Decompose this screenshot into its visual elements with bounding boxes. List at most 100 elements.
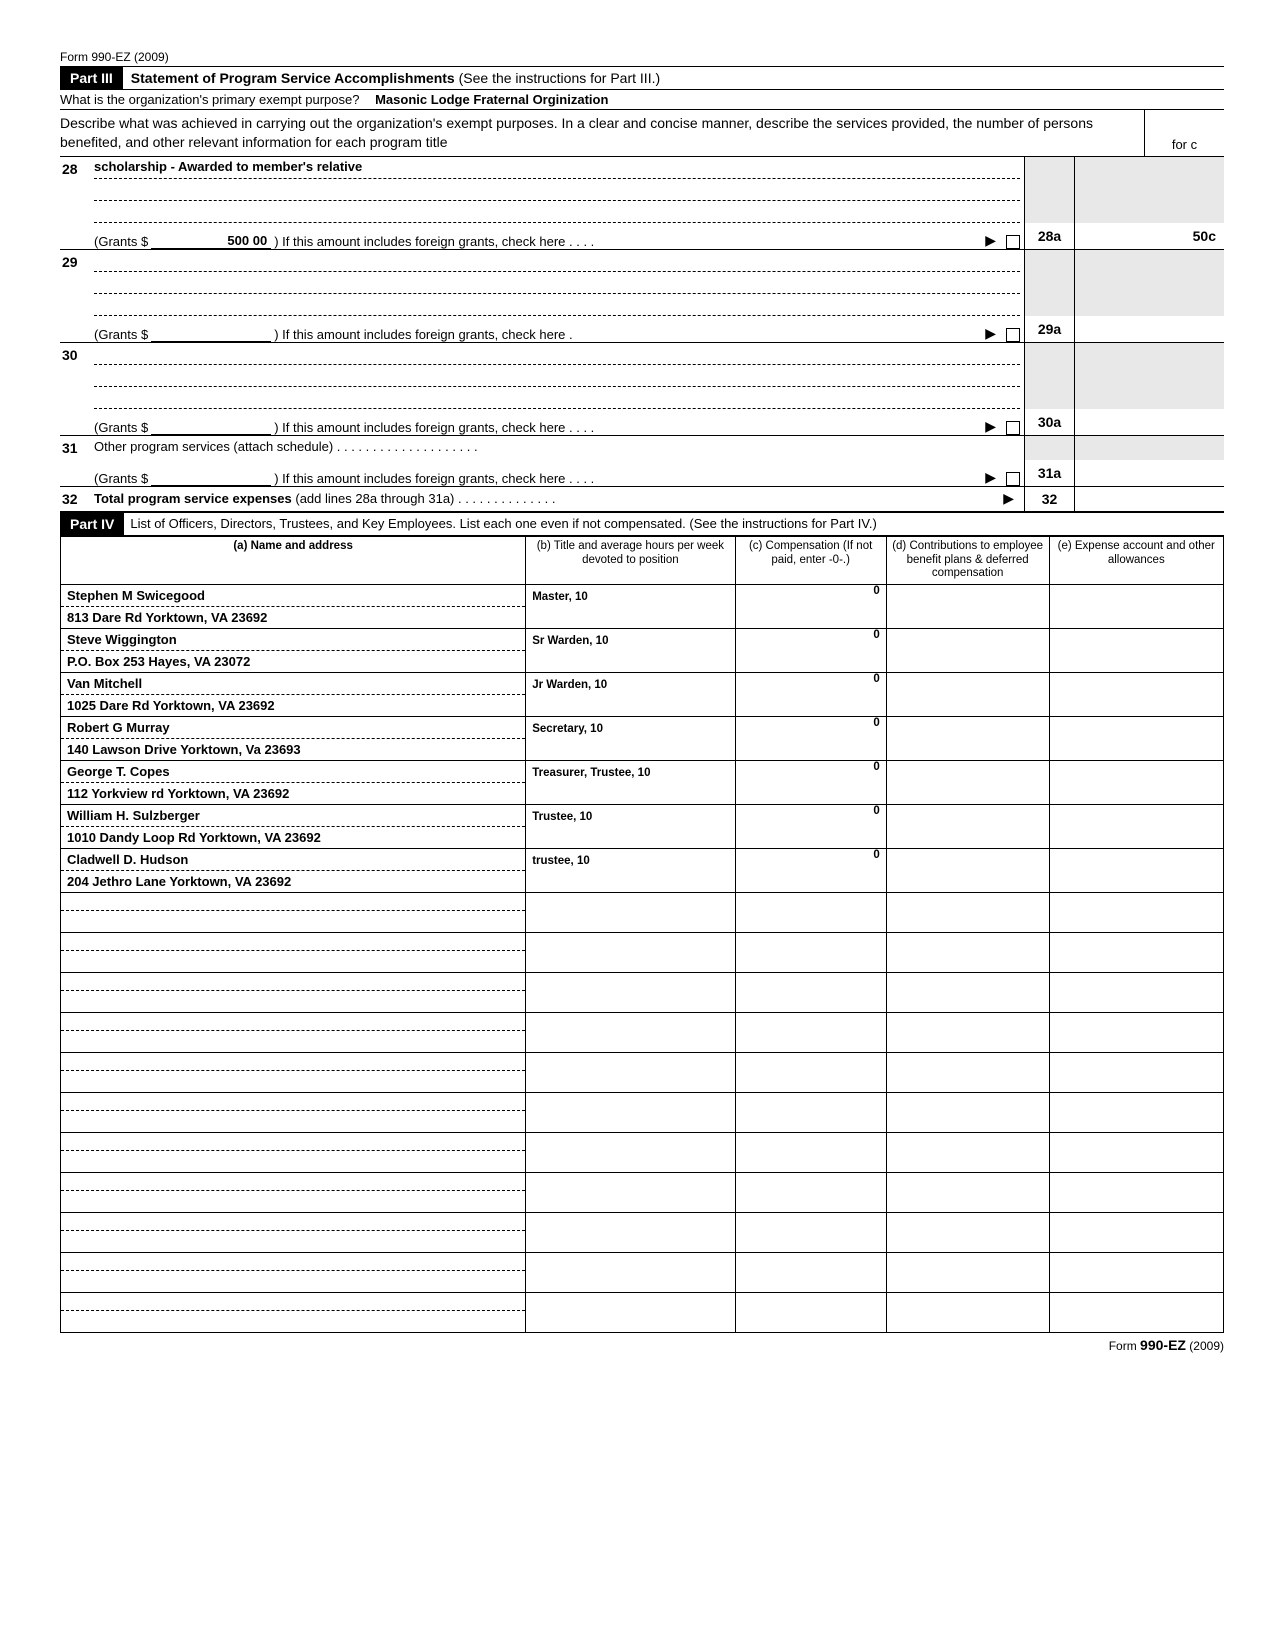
officer-expense[interactable] bbox=[1049, 1053, 1223, 1093]
foreign-grants-checkbox[interactable] bbox=[1006, 328, 1020, 342]
table-row: Robert G Murray 140 Lawson Drive Yorktow… bbox=[61, 717, 1224, 761]
line31-foreign-checkbox[interactable] bbox=[1006, 472, 1020, 486]
officer-comp[interactable] bbox=[735, 1013, 886, 1053]
officer-title[interactable] bbox=[526, 973, 735, 1013]
officer-expense[interactable] bbox=[1049, 1173, 1223, 1213]
officer-name-cell[interactable] bbox=[61, 1253, 526, 1293]
prog-desc-line3[interactable] bbox=[94, 294, 1020, 316]
officer-name-cell[interactable] bbox=[61, 1293, 526, 1333]
officer-name: Robert G Murray bbox=[61, 717, 525, 739]
officer-expense[interactable] bbox=[1049, 1013, 1223, 1053]
officer-expense[interactable] bbox=[1049, 973, 1223, 1013]
officer-title[interactable] bbox=[526, 1093, 735, 1133]
officer-name-cell[interactable] bbox=[61, 893, 526, 933]
officer-comp[interactable] bbox=[735, 1253, 886, 1293]
prog-desc-line2[interactable] bbox=[94, 365, 1020, 387]
officer-name-cell[interactable] bbox=[61, 933, 526, 973]
officer-name-cell[interactable] bbox=[61, 1093, 526, 1133]
officer-title: Trustee, 10 bbox=[526, 805, 735, 849]
officer-name-cell: Cladwell D. Hudson 204 Jethro Lane Yorkt… bbox=[61, 849, 526, 893]
officer-title[interactable] bbox=[526, 893, 735, 933]
prog-desc-line3[interactable] bbox=[94, 387, 1020, 409]
prog-code: 28a bbox=[1024, 223, 1074, 249]
prog-amount[interactable] bbox=[1074, 316, 1224, 342]
prog-code: 29a bbox=[1024, 316, 1074, 342]
officer-expense[interactable] bbox=[1049, 1213, 1223, 1253]
officer-expense bbox=[1049, 805, 1223, 849]
table-row bbox=[61, 1293, 1224, 1333]
officer-comp[interactable] bbox=[735, 1293, 886, 1333]
officer-comp[interactable] bbox=[735, 1093, 886, 1133]
grants-amount[interactable] bbox=[151, 434, 271, 435]
grants-amount[interactable]: 500 00 bbox=[151, 233, 271, 249]
line32-amount[interactable] bbox=[1074, 487, 1224, 511]
officer-contrib[interactable] bbox=[886, 1093, 1049, 1133]
prog-desc[interactable]: scholarship - Awarded to member's relati… bbox=[94, 157, 1020, 179]
officer-comp[interactable] bbox=[735, 1213, 886, 1253]
prog-desc[interactable] bbox=[94, 250, 1020, 272]
officer-name: Cladwell D. Hudson bbox=[61, 849, 525, 871]
officer-comp[interactable] bbox=[735, 933, 886, 973]
officer-expense[interactable] bbox=[1049, 893, 1223, 933]
officer-contrib[interactable] bbox=[886, 933, 1049, 973]
officer-contrib[interactable] bbox=[886, 1013, 1049, 1053]
prog-code: 30a bbox=[1024, 409, 1074, 435]
prog-desc[interactable] bbox=[94, 343, 1020, 365]
officer-name-cell: Van Mitchell 1025 Dare Rd Yorktown, VA 2… bbox=[61, 673, 526, 717]
foreign-grants-checkbox[interactable] bbox=[1006, 235, 1020, 249]
officer-name-cell[interactable] bbox=[61, 1133, 526, 1173]
officer-contrib[interactable] bbox=[886, 1053, 1049, 1093]
officer-title[interactable] bbox=[526, 1253, 735, 1293]
officer-name-cell[interactable] bbox=[61, 1053, 526, 1093]
grants-label: (Grants $ bbox=[94, 327, 148, 342]
officer-contrib[interactable] bbox=[886, 1293, 1049, 1333]
officer-comp[interactable] bbox=[735, 1133, 886, 1173]
line31-code: 31a bbox=[1024, 460, 1074, 486]
officer-expense[interactable] bbox=[1049, 1293, 1223, 1333]
officer-title[interactable] bbox=[526, 1053, 735, 1093]
officer-expense[interactable] bbox=[1049, 933, 1223, 973]
prog-desc-line3[interactable] bbox=[94, 201, 1020, 223]
prog-code-gray bbox=[1024, 250, 1074, 316]
officer-title[interactable] bbox=[526, 1013, 735, 1053]
officer-name-cell[interactable] bbox=[61, 1213, 526, 1253]
officer-comp[interactable] bbox=[735, 973, 886, 1013]
officer-name-cell[interactable] bbox=[61, 1173, 526, 1213]
col-d-header: (d) Contributions to employee benefit pl… bbox=[886, 536, 1049, 584]
officer-name-cell[interactable] bbox=[61, 1013, 526, 1053]
officer-expense[interactable] bbox=[1049, 1253, 1223, 1293]
grants-amount[interactable] bbox=[151, 341, 271, 342]
officer-contrib[interactable] bbox=[886, 893, 1049, 933]
officer-contrib[interactable] bbox=[886, 1253, 1049, 1293]
officer-title[interactable] bbox=[526, 1173, 735, 1213]
officer-title[interactable] bbox=[526, 1133, 735, 1173]
officer-contrib bbox=[886, 761, 1049, 805]
line31-amount[interactable] bbox=[1074, 460, 1224, 486]
officer-name-cell[interactable] bbox=[61, 973, 526, 1013]
line31-num: 31 bbox=[60, 436, 94, 460]
officer-expense bbox=[1049, 849, 1223, 893]
officer-contrib[interactable] bbox=[886, 1213, 1049, 1253]
line31-grants-amt[interactable] bbox=[151, 485, 271, 486]
line31-grants-label: (Grants $ bbox=[94, 471, 148, 486]
table-row: Van Mitchell 1025 Dare Rd Yorktown, VA 2… bbox=[61, 673, 1224, 717]
officer-contrib[interactable] bbox=[886, 1173, 1049, 1213]
officer-title[interactable] bbox=[526, 1213, 735, 1253]
officer-title[interactable] bbox=[526, 1293, 735, 1333]
col-e-header: (e) Expense account and other allowances bbox=[1049, 536, 1223, 584]
officer-contrib[interactable] bbox=[886, 973, 1049, 1013]
officer-comp[interactable] bbox=[735, 1053, 886, 1093]
prog-amount[interactable]: 50c bbox=[1074, 223, 1224, 249]
officer-comp[interactable] bbox=[735, 1173, 886, 1213]
prog-amount[interactable] bbox=[1074, 409, 1224, 435]
officer-expense[interactable] bbox=[1049, 1093, 1223, 1133]
officer-expense[interactable] bbox=[1049, 1133, 1223, 1173]
prog-desc-line2[interactable] bbox=[94, 179, 1020, 201]
officer-title[interactable] bbox=[526, 933, 735, 973]
officer-comp[interactable] bbox=[735, 893, 886, 933]
prog-desc-line2[interactable] bbox=[94, 272, 1020, 294]
part3-title-paren: (See the instructions for Part III.) bbox=[459, 70, 661, 86]
prog-grants-row: (Grants $ ) If this amount includes fore… bbox=[60, 316, 1224, 343]
foreign-grants-checkbox[interactable] bbox=[1006, 421, 1020, 435]
officer-contrib[interactable] bbox=[886, 1133, 1049, 1173]
